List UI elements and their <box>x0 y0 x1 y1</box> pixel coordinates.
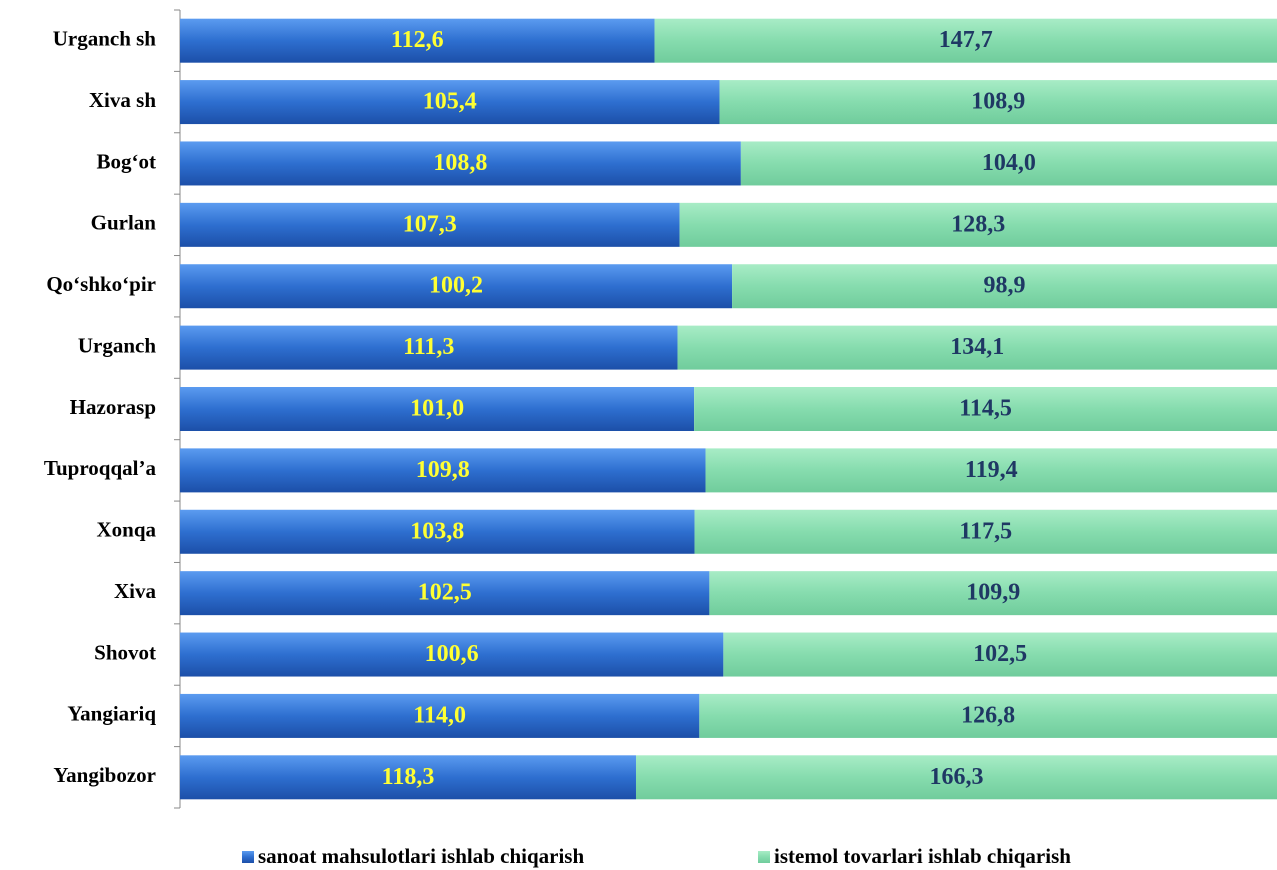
bar-segment <box>635 755 1277 800</box>
data-label: 109,8 <box>416 457 470 483</box>
data-label: 128,3 <box>951 211 1005 237</box>
bar-segment <box>180 18 655 63</box>
y-tick-label: Xiva sh <box>89 88 156 112</box>
data-label: 104,0 <box>982 150 1036 176</box>
y-tick-label: Shovot <box>94 640 156 664</box>
data-label: 100,6 <box>425 641 479 667</box>
y-tick-label: Xiva <box>114 579 157 603</box>
data-label: 119,4 <box>965 457 1018 483</box>
bar-segment <box>705 448 1277 493</box>
data-label: 102,5 <box>973 641 1027 667</box>
data-label: 107,3 <box>403 211 457 237</box>
data-label: 98,9 <box>984 273 1026 299</box>
y-tick-label: Tuproqqal’a <box>44 456 157 480</box>
bar-segment <box>679 202 1277 247</box>
y-tick-label: Yangiariq <box>67 702 156 726</box>
data-label: 108,9 <box>971 89 1025 115</box>
y-tick-label: Hazorasp <box>70 395 156 419</box>
legend-swatch <box>758 851 770 863</box>
bar-segment <box>180 632 724 677</box>
data-label: 126,8 <box>961 702 1015 728</box>
data-label: 109,9 <box>966 580 1020 606</box>
bar-segment <box>709 571 1277 616</box>
data-label: 103,8 <box>410 518 464 544</box>
data-label: 166,3 <box>929 764 983 790</box>
legend-label: sanoat mahsulotlari ishlab chiqarish <box>258 844 584 868</box>
bar-segment <box>180 325 678 370</box>
bar-segment <box>180 755 636 800</box>
legend-label: istemol tovarlari ishlab chiqarish <box>774 844 1071 868</box>
data-label: 117,5 <box>959 518 1012 544</box>
bar-segment <box>699 693 1277 738</box>
y-tick-label: Qo‘shko‘pir <box>46 272 156 296</box>
data-label: 108,8 <box>433 150 487 176</box>
y-tick-label: Bog‘ot <box>97 149 157 173</box>
y-tick-label: Urganch <box>78 333 156 357</box>
bar-segment <box>180 387 695 431</box>
data-label: 147,7 <box>939 27 993 53</box>
data-label: 102,5 <box>418 580 472 606</box>
y-tick-label: Xonqa <box>96 518 156 542</box>
y-tick-label: Urganch sh <box>53 27 157 51</box>
bar-segment <box>180 448 706 493</box>
bar-segment <box>719 80 1277 125</box>
data-label: 105,4 <box>423 89 477 115</box>
bar-segment <box>654 18 1277 63</box>
bar-segment <box>180 693 700 738</box>
y-tick-label: Gurlan <box>91 211 157 235</box>
data-label: 134,1 <box>950 334 1004 360</box>
bar-segment <box>180 509 695 554</box>
data-label: 114,5 <box>959 396 1012 422</box>
data-label: 118,3 <box>382 764 435 790</box>
bar-segment <box>180 202 680 247</box>
data-label: 100,2 <box>429 273 483 299</box>
data-label: 101,0 <box>410 396 464 422</box>
bar-segment <box>180 141 741 186</box>
y-tick-label: Yangibozor <box>53 763 156 787</box>
bar-segment <box>694 509 1277 554</box>
bar-segment <box>740 141 1277 186</box>
data-label: 111,3 <box>403 334 454 360</box>
bar-segment <box>732 264 1277 309</box>
bar-segment <box>677 325 1277 370</box>
legend-swatch <box>242 851 254 863</box>
bar-segment <box>694 387 1277 431</box>
bar-segment <box>180 80 720 125</box>
data-label: 114,0 <box>413 702 466 728</box>
bar-segment <box>723 632 1277 677</box>
data-label: 112,6 <box>391 27 444 53</box>
bar-segment <box>180 571 710 616</box>
bar-segment <box>180 264 733 309</box>
